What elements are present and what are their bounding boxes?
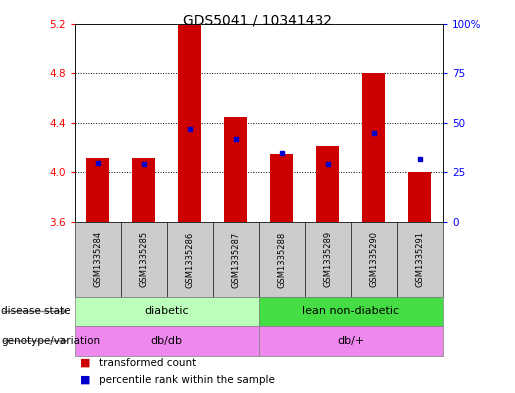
Bar xyxy=(408,173,432,222)
Text: GSM1335286: GSM1335286 xyxy=(185,231,194,288)
Bar xyxy=(178,25,201,222)
Text: ■: ■ xyxy=(80,358,90,368)
Text: disease state: disease state xyxy=(1,307,71,316)
Bar xyxy=(86,158,109,222)
Text: ■: ■ xyxy=(80,375,90,385)
Text: db/+: db/+ xyxy=(337,336,365,346)
Text: GSM1335291: GSM1335291 xyxy=(416,231,424,287)
Bar xyxy=(270,154,294,222)
Text: diabetic: diabetic xyxy=(144,307,189,316)
Bar xyxy=(316,146,339,222)
Text: GDS5041 / 10341432: GDS5041 / 10341432 xyxy=(183,14,332,28)
Text: lean non-diabetic: lean non-diabetic xyxy=(302,307,400,316)
Text: percentile rank within the sample: percentile rank within the sample xyxy=(99,375,276,385)
Text: GSM1335284: GSM1335284 xyxy=(93,231,102,287)
Text: GSM1335289: GSM1335289 xyxy=(323,231,332,287)
Text: GSM1335287: GSM1335287 xyxy=(231,231,241,288)
Text: GSM1335285: GSM1335285 xyxy=(139,231,148,287)
Text: genotype/variation: genotype/variation xyxy=(1,336,100,346)
Bar xyxy=(363,73,385,222)
Text: GSM1335288: GSM1335288 xyxy=(277,231,286,288)
Text: transformed count: transformed count xyxy=(99,358,197,368)
Text: GSM1335290: GSM1335290 xyxy=(369,231,379,287)
Bar xyxy=(132,158,155,222)
Bar xyxy=(224,117,247,222)
Text: db/db: db/db xyxy=(151,336,183,346)
